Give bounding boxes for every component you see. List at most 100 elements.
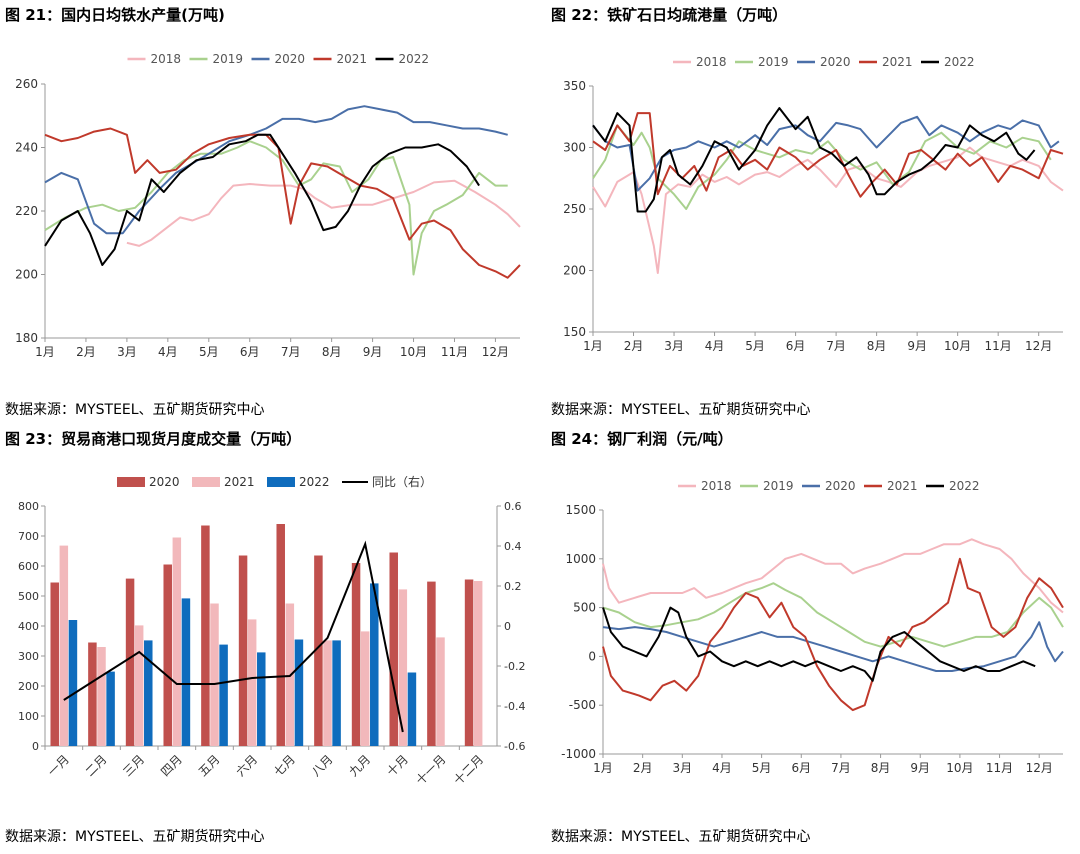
- legend-label-2022: 2022: [949, 479, 980, 493]
- bar-2021: [134, 625, 144, 746]
- x-tick-label: 三月: [120, 752, 147, 779]
- x-tick-label: 7月: [831, 761, 851, 775]
- x-tick-label: 7月: [281, 345, 301, 359]
- y-tick-label: 350: [563, 79, 586, 93]
- bar-2020: [238, 555, 248, 746]
- x-tick-label: 12月: [482, 345, 509, 359]
- bar-2020: [88, 642, 97, 746]
- y2-tick-label: -0.6: [504, 740, 525, 753]
- bar-2020: [201, 525, 210, 746]
- x-tick-label: 十二月: [451, 752, 486, 787]
- legend-label-2021: 2021: [887, 479, 918, 493]
- x-tick-label: 五月: [196, 752, 223, 779]
- x-tick-label: 4月: [712, 761, 732, 775]
- bar-2022: [332, 640, 341, 746]
- y-tick-label: 150: [563, 325, 586, 339]
- y2-tick-label: 0.2: [504, 580, 522, 593]
- panel-source: 数据来源：MYSTEEL、五矿期货研究中心: [5, 829, 265, 845]
- series-line-2021: [44, 127, 521, 279]
- x-tick-label: 8月: [871, 761, 891, 775]
- y-tick-label: 240: [15, 141, 38, 155]
- y-tick-label: 700: [18, 530, 39, 543]
- y-tick-label: 0: [588, 649, 596, 663]
- y2-tick-label: -0.2: [504, 660, 525, 673]
- y-tick-label: 220: [15, 204, 38, 218]
- x-tick-label: 10月: [400, 345, 427, 359]
- x-tick-label: 3月: [672, 761, 692, 775]
- bar-2021: [247, 619, 257, 746]
- x-tick-label: 7月: [826, 339, 846, 353]
- series-line-2018: [126, 179, 521, 247]
- y2-tick-label: -0.4: [504, 700, 525, 713]
- x-tick-label: 2月: [76, 345, 96, 359]
- legend-swatch-2021: [192, 477, 220, 487]
- y-tick-label: -500: [569, 698, 596, 712]
- y-tick-label: 600: [18, 560, 39, 573]
- x-tick-label: 六月: [233, 752, 260, 779]
- bar-2020: [427, 581, 436, 746]
- bar-2021: [360, 631, 370, 746]
- x-tick-label: 9月: [910, 761, 930, 775]
- series-line-2019: [44, 140, 508, 276]
- x-tick-label: 10月: [944, 339, 971, 353]
- y-tick-label: 260: [15, 77, 38, 91]
- bar-2022: [144, 640, 153, 746]
- bar-2022: [181, 598, 191, 746]
- x-tick-label: 九月: [346, 752, 373, 779]
- x-tick-label: 4月: [158, 345, 178, 359]
- bar-2021: [473, 581, 483, 746]
- x-tick-label: 十月: [384, 752, 411, 779]
- bar-2021: [210, 603, 219, 746]
- x-tick-label: 9月: [363, 345, 383, 359]
- x-tick-label: 10月: [946, 761, 973, 775]
- y-tick-label: 180: [15, 331, 38, 345]
- y-tick-label: 300: [563, 141, 586, 155]
- x-tick-label: 6月: [240, 345, 260, 359]
- series-line-2018: [602, 538, 1064, 614]
- legend-label-2019: 2019: [213, 52, 244, 66]
- legend-label-2018: 2018: [151, 52, 182, 66]
- x-tick-label: 6月: [786, 339, 806, 353]
- panel-source: 数据来源：MYSTEEL、五矿期货研究中心: [551, 829, 811, 845]
- x-tick-label: 11月: [441, 345, 468, 359]
- bar-2020: [351, 563, 361, 746]
- panel-trader-spot-volume: 图 23：贸易商港口现货月度成交量（万吨） 0 100 200 300 400 500 60…: [5, 428, 535, 854]
- panel-title: 图 24：钢厂利润（元/吨）: [551, 430, 733, 448]
- x-tick-label: 11月: [985, 339, 1012, 353]
- series-line-2020: [44, 105, 508, 235]
- panel-iron-output: 图 21：国内日均铁水产量(万吨) 180 200 220 240 260 1月 2月 3月 4…: [5, 4, 535, 424]
- x-tick-label: 四月: [158, 752, 185, 779]
- y-tick-label: 200: [563, 264, 586, 278]
- legend-label-2018: 2018: [696, 55, 727, 69]
- y-tick-label: 0: [32, 740, 39, 753]
- x-tick-label: 1月: [593, 761, 613, 775]
- series-line-2018: [592, 146, 1064, 274]
- x-tick-label: 七月: [271, 752, 298, 779]
- legend-label-2018: 2018: [701, 479, 732, 493]
- iron-output-line-chart: 180 200 220 240 260 1月 2月 3月 4月 5月 6月 7月 8月 9月 10月 11月 1…: [15, 52, 521, 359]
- bar-2022: [407, 672, 417, 746]
- legend-label-2021: 2021: [882, 55, 913, 69]
- x-tick-label: 1月: [35, 345, 55, 359]
- panel-steel-mill-profit: 图 24：钢厂利润（元/吨） -1000 -500 0 500 1000 1500 1月 2月…: [551, 428, 1080, 854]
- bar-2021: [97, 647, 106, 746]
- x-tick-label: 十一月: [413, 752, 448, 787]
- bar-2022: [370, 583, 379, 746]
- y-tick-label: 250: [563, 202, 586, 216]
- x-tick-label: 12月: [1025, 339, 1052, 353]
- y-tick-label: 500: [573, 601, 596, 615]
- x-tick-label: 8月: [322, 345, 342, 359]
- panel-source: 数据来源：MYSTEEL、五矿期货研究中心: [551, 402, 811, 418]
- x-tick-label: 八月: [309, 752, 336, 779]
- series-line-2021: [602, 557, 1064, 712]
- x-tick-label: 2月: [633, 761, 653, 775]
- x-tick-label: 9月: [907, 339, 927, 353]
- x-tick-label: 一月: [45, 752, 72, 779]
- bar-2021: [172, 537, 182, 746]
- legend-label-2020: 2020: [825, 479, 856, 493]
- legend-label-2021: 2021: [224, 475, 255, 489]
- legend-swatch-2020: [117, 477, 145, 487]
- x-tick-label: 1月: [583, 339, 603, 353]
- panel-title: 图 23：贸易商港口现货月度成交量（万吨）: [5, 430, 302, 448]
- panel-title: 图 22：铁矿石日均疏港量（万吨）: [551, 6, 788, 24]
